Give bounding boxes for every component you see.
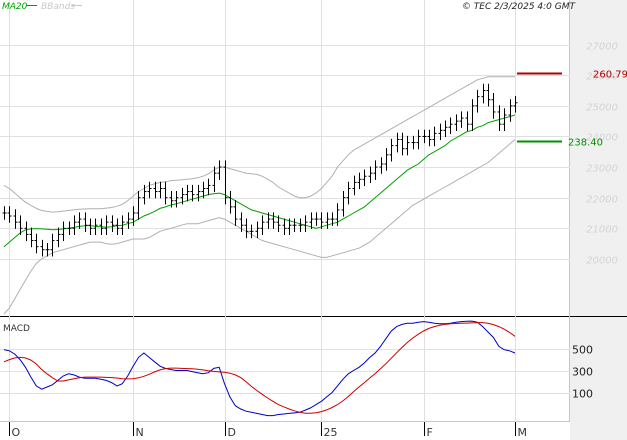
signal-line	[3, 322, 516, 414]
bband-lower-line	[3, 139, 516, 315]
x-axis-label: F	[427, 426, 433, 439]
timestamp: © TEC 2/3/2025 4:0 GMT	[462, 2, 577, 12]
right-axis-panel	[570, 0, 627, 440]
macd-panel-bg	[0, 318, 570, 422]
x-axis-label: D	[228, 426, 236, 439]
price-panel-bg	[0, 0, 570, 316]
support-level-label: 238.40	[568, 138, 603, 149]
macd-line	[3, 320, 516, 417]
bband-upper-line	[3, 76, 515, 213]
x-axis-label: 25	[324, 426, 338, 439]
macd-tick-label: 300	[572, 366, 593, 379]
price-tick-label: 23000	[586, 164, 618, 175]
price-tick-label: 21000	[586, 225, 618, 236]
x-axis-label: O	[12, 426, 21, 439]
macd-tick-label: 100	[572, 388, 593, 401]
resistance-level-label: 260.79	[593, 70, 627, 81]
legend-bbands-label: BBands	[41, 2, 75, 12]
price-tick-label: 20000	[586, 256, 618, 267]
price-tick-label: 26000	[586, 72, 618, 83]
legend: MA20 BBands	[2, 2, 82, 12]
price-tick-label: 22000	[586, 195, 618, 206]
macd-title: MACD	[3, 324, 30, 334]
x-axis-label: M	[518, 426, 528, 439]
legend-ma20-label: MA20	[2, 2, 28, 12]
price-tick-label: 25000	[586, 103, 618, 114]
price-tick-label: 24000	[586, 133, 618, 144]
x-axis-label: N	[136, 426, 144, 439]
macd-tick-label: 500	[572, 344, 593, 357]
price-tick-label: 27000	[586, 42, 618, 53]
